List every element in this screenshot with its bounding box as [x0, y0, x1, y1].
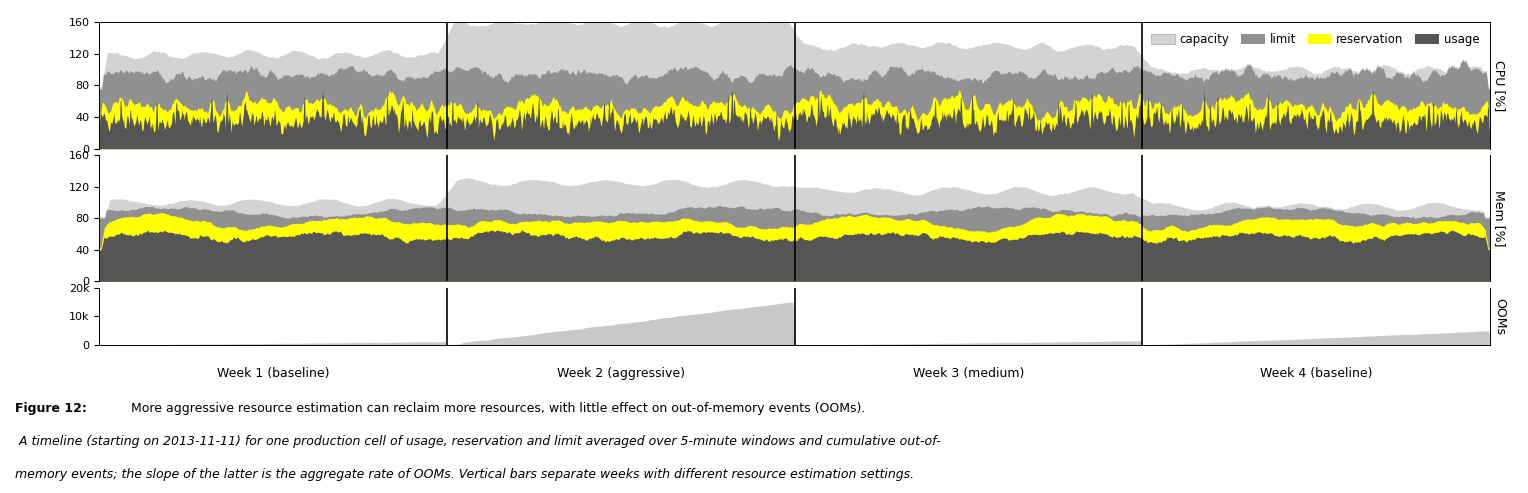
Y-axis label: Mem [%]: Mem [%]: [1493, 190, 1507, 246]
Text: Figure 12:: Figure 12:: [15, 402, 87, 415]
Text: Week 4 (baseline): Week 4 (baseline): [1259, 367, 1372, 380]
Legend: capacity, limit, reservation, usage: capacity, limit, reservation, usage: [1146, 28, 1484, 50]
Y-axis label: OOMs: OOMs: [1493, 298, 1507, 335]
Text: A timeline (starting on 2013-11-11) for one production cell of usage, reservatio: A timeline (starting on 2013-11-11) for …: [15, 435, 941, 448]
Text: Week 3 (medium): Week 3 (medium): [912, 367, 1024, 380]
Text: memory events; the slope of the latter is the aggregate rate of OOMs. Vertical b: memory events; the slope of the latter i…: [15, 468, 914, 481]
Text: Week 2 (aggressive): Week 2 (aggressive): [556, 367, 685, 380]
Y-axis label: CPU [%]: CPU [%]: [1493, 60, 1507, 111]
Text: More aggressive resource estimation can reclaim more resources, with little effe: More aggressive resource estimation can …: [127, 402, 865, 415]
Text: Week 1 (baseline): Week 1 (baseline): [217, 367, 330, 380]
